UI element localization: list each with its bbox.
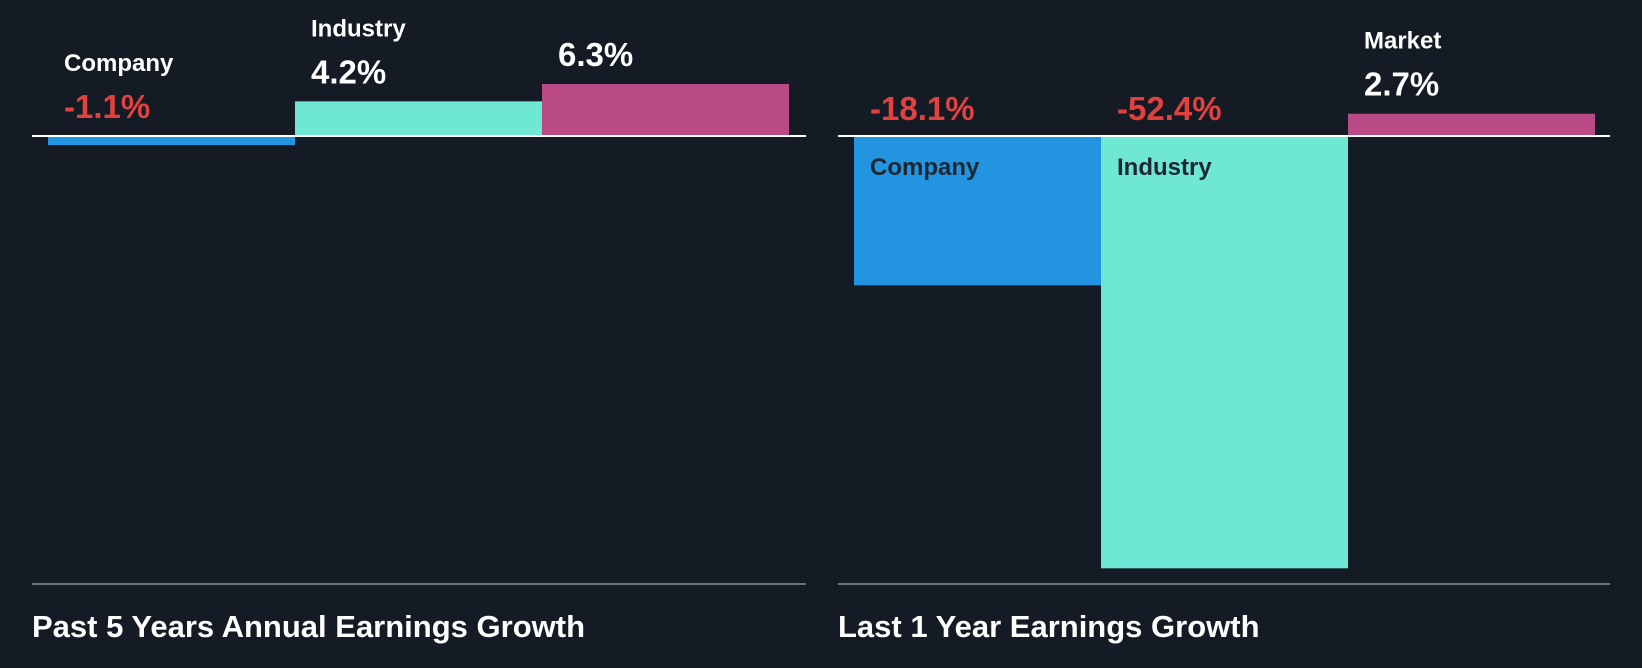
bar-market — [542, 84, 789, 136]
panel-2-title: Last 1 Year Earnings Growth — [838, 609, 1260, 644]
bar-company — [854, 136, 1101, 286]
value-label-industry: 4.2% — [311, 53, 386, 90]
bar-market — [1348, 113, 1595, 136]
value-label-company: -18.1% — [870, 90, 975, 127]
panel-1-title: Past 5 Years Annual Earnings Growth — [32, 609, 585, 644]
value-label-industry: -52.4% — [1117, 90, 1222, 127]
value-label-market: 2.7% — [1364, 66, 1439, 103]
bar-label-company: Company — [870, 154, 980, 181]
bar-industry — [1101, 136, 1348, 569]
panel-2-bars — [854, 113, 1595, 569]
bar-label-industry: Industry — [1117, 154, 1212, 181]
panel-last-1-year: Company -18.1% Industry -52.4% 2.7% Market La… — [838, 28, 1610, 644]
panel-1-labels: -1.1% Company 4.2% Industry 6.3% — [64, 15, 633, 125]
value-label-market: 6.3% — [558, 36, 633, 73]
bar-industry — [295, 101, 542, 136]
bar-label-market: Market — [1364, 28, 1441, 55]
panel-past-5-years: -1.1% Company 4.2% Industry 6.3% Past 5 Year… — [32, 15, 806, 644]
panel-2-labels: Company -18.1% Industry -52.4% 2.7% Market — [870, 28, 1441, 181]
bar-label-industry: Industry — [311, 15, 406, 42]
panel-1-bars — [48, 84, 789, 146]
bar-label-company: Company — [64, 50, 174, 77]
value-label-company: -1.1% — [64, 88, 150, 125]
bar-company — [48, 136, 295, 146]
